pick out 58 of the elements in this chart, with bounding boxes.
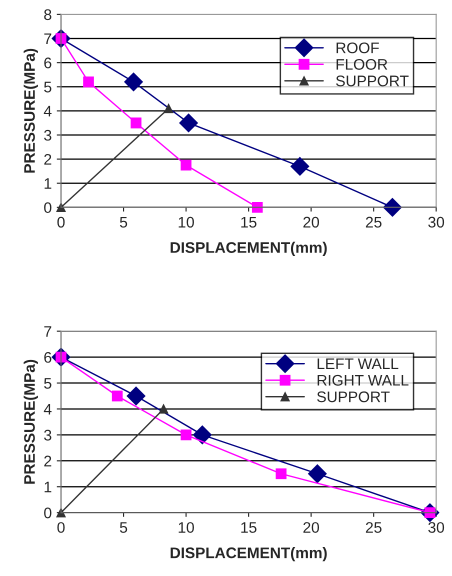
x-tick-label: 10 <box>178 216 194 228</box>
x-tick-label: 20 <box>303 216 320 228</box>
y-axis-title: PRESSURE(MPa) <box>24 360 38 484</box>
y-tick-label: 3 <box>44 430 52 441</box>
x-tick-label: 0 <box>57 522 65 533</box>
y-tick-label: 4 <box>44 106 52 116</box>
x-tick-label: 15 <box>241 216 256 228</box>
x-tick-label: 30 <box>428 216 444 228</box>
y-tick-label: 1 <box>44 178 52 189</box>
point <box>126 386 146 406</box>
x-tick-label: 5 <box>120 216 128 228</box>
x-tick-label: 15 <box>241 522 256 533</box>
point <box>164 104 174 114</box>
y-tick-label: 4 <box>44 404 52 414</box>
legend-label: ROOF <box>336 42 379 54</box>
point <box>158 404 168 414</box>
y-tick-label: 2 <box>44 154 52 165</box>
legend-label: RIGHT WALL <box>318 374 408 386</box>
y-tick-label: 2 <box>44 456 52 466</box>
legend-label: SUPPORT <box>336 76 409 86</box>
x-tick-label: 25 <box>366 522 382 533</box>
y-tick-label: 7 <box>44 326 52 337</box>
y-tick-label: 0 <box>44 508 52 518</box>
x-axis-title: DISPLACEMENT(mm) <box>170 242 327 256</box>
point <box>130 118 142 128</box>
point <box>56 202 66 212</box>
y-tick-label: 1 <box>44 482 52 492</box>
y-tick-label: 3 <box>44 130 52 141</box>
legend-label: FLOOR <box>336 58 388 70</box>
point <box>112 390 123 402</box>
x-tick-label: 0 <box>57 216 65 228</box>
point <box>56 508 66 518</box>
point <box>308 464 327 484</box>
legend-label: SUPPORT <box>317 391 390 402</box>
y-axis-title: PRESSURE(MPa) <box>24 48 38 173</box>
point <box>180 430 192 440</box>
point <box>383 198 402 217</box>
point <box>124 72 143 92</box>
point <box>83 76 94 88</box>
x-tick-label: 10 <box>178 522 194 533</box>
legend-label: LEFT WALL <box>318 358 398 370</box>
x-tick-label: 25 <box>366 216 382 228</box>
point <box>179 114 198 132</box>
point <box>180 160 192 171</box>
x-tick-label: 30 <box>428 522 444 533</box>
point <box>192 426 212 444</box>
y-tick-label: 0 <box>44 202 52 214</box>
point <box>276 468 286 480</box>
x-tick-label: 5 <box>120 522 128 533</box>
y-tick-label: 7 <box>44 34 52 44</box>
y-tick-label: 5 <box>44 82 52 92</box>
y-tick-label: 5 <box>44 378 52 389</box>
y-tick-label: 8 <box>44 9 52 20</box>
x-tick-label: 20 <box>303 522 320 533</box>
x-axis-title: DISPLACEMENT(mm) <box>170 547 327 562</box>
y-tick-label: 6 <box>44 352 52 363</box>
point <box>290 156 310 176</box>
y-tick-label: 6 <box>44 58 52 68</box>
